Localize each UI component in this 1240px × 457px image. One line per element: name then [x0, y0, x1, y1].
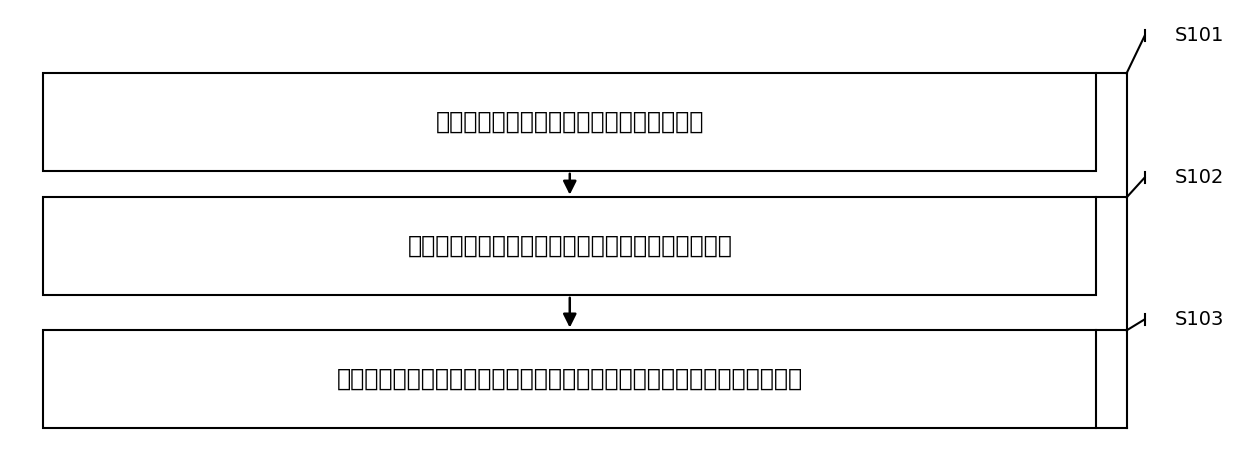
- Text: 对进入所述预定信号的辐射区域的终端进行身份校验: 对进入所述预定信号的辐射区域的终端进行身份校验: [407, 234, 732, 258]
- Bar: [43, 197, 1096, 295]
- Bar: [43, 74, 1096, 171]
- Text: S103: S103: [1176, 310, 1224, 329]
- Text: S102: S102: [1176, 168, 1224, 187]
- Bar: [43, 330, 1096, 428]
- Text: 在身份校验通过的情况下，将所述电动车从所述未解锁状态切换至解锁状态: 在身份校验通过的情况下，将所述电动车从所述未解锁状态切换至解锁状态: [337, 367, 802, 391]
- Text: S101: S101: [1176, 26, 1224, 45]
- Text: 在电动车处于未解锁状态时，广播预定信号: 在电动车处于未解锁状态时，广播预定信号: [435, 110, 704, 134]
